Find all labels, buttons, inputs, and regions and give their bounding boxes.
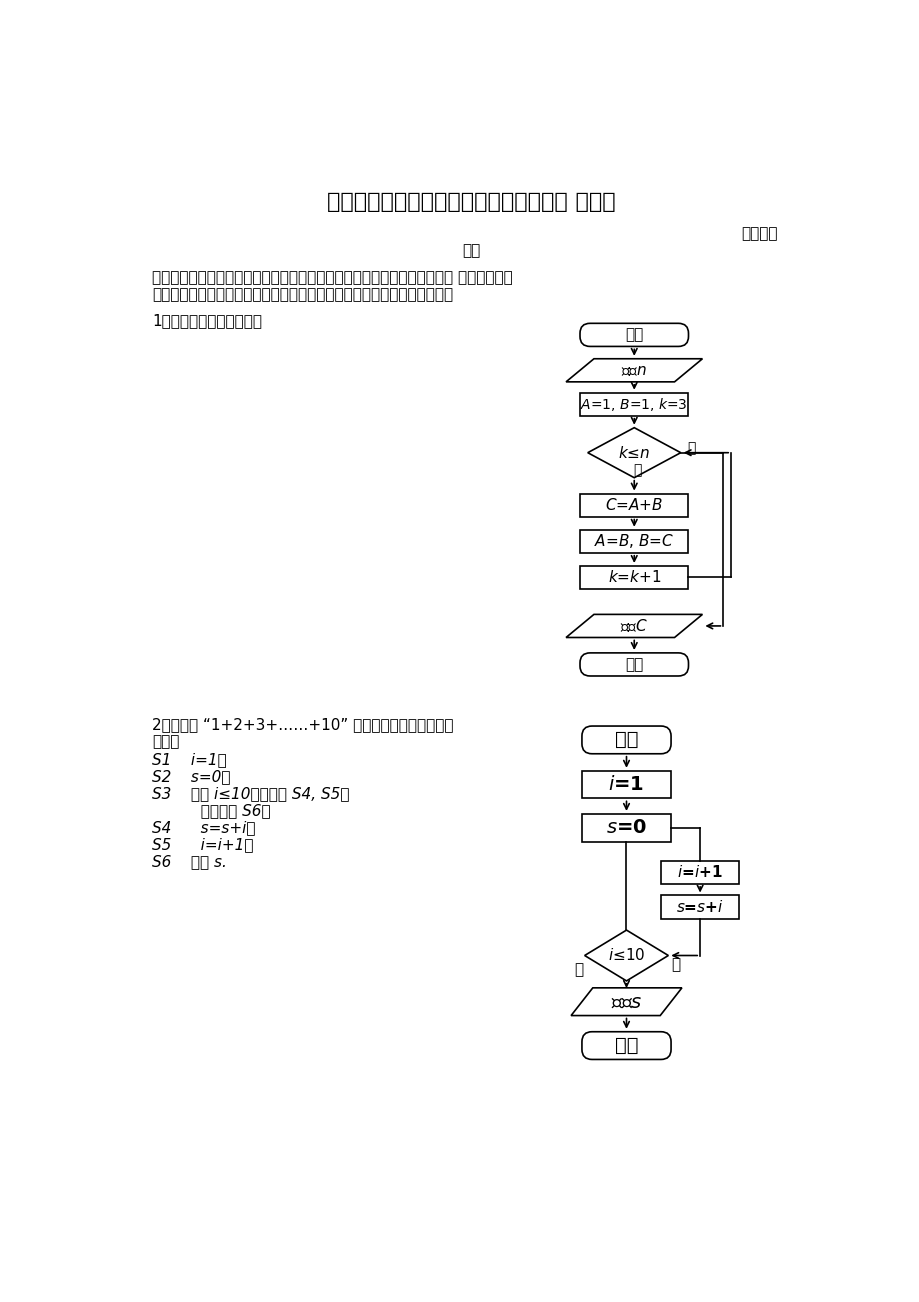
Text: S2    s=0；: S2 s=0；	[152, 769, 231, 784]
Text: 言描述具有循环结构的运算；如何把循环结构的数学描述转化为框图表示。: 言描述具有循环结构的运算；如何把循环结构的数学描述转化为框图表示。	[152, 288, 453, 302]
Text: S3    如果 i≤10，则执行 S4, S5，: S3 如果 i≤10，则执行 S4, S5，	[152, 786, 349, 801]
Text: 算法：: 算法：	[152, 734, 179, 749]
Text: 开始: 开始	[614, 730, 638, 750]
Polygon shape	[565, 615, 702, 638]
Bar	[579, 393, 687, 415]
Bar	[661, 861, 738, 884]
Polygon shape	[587, 427, 680, 478]
Text: $s$=0: $s$=0	[606, 818, 646, 837]
FancyBboxPatch shape	[579, 652, 687, 676]
Text: 输出$C$: 输出$C$	[619, 617, 648, 634]
Text: 否: 否	[686, 441, 695, 456]
Text: $A$=$B$, $B$=$C$: $A$=$B$, $B$=$C$	[594, 533, 674, 551]
Text: S1    i=1；: S1 i=1；	[152, 753, 227, 767]
Text: $A$=1, $B$=1, $k$=3: $A$=1, $B$=1, $k$=3	[580, 396, 687, 413]
Text: $k$≤$n$: $k$≤$n$	[618, 445, 650, 461]
Bar	[579, 493, 687, 517]
Text: 否则执行 S6；: 否则执行 S6；	[152, 803, 270, 818]
FancyBboxPatch shape	[582, 1031, 670, 1060]
Text: 输入$n$: 输入$n$	[620, 363, 647, 378]
Bar	[582, 814, 670, 841]
Text: S5      i=i+1；: S5 i=i+1；	[152, 837, 254, 852]
Text: S6    输出 s.: S6 输出 s.	[152, 854, 227, 868]
Text: 结束: 结束	[614, 1036, 638, 1055]
Text: $i$=1: $i$=1	[607, 775, 644, 794]
Text: 阅读课文，说明什么是算法的循环结构。体会什么样的运算用循环结构表示 如何用数学语: 阅读课文，说明什么是算法的循环结构。体会什么样的运算用循环结构表示 如何用数学语	[152, 271, 513, 285]
Polygon shape	[584, 930, 667, 980]
Polygon shape	[565, 359, 702, 381]
FancyBboxPatch shape	[579, 323, 687, 346]
FancyBboxPatch shape	[582, 727, 670, 754]
Bar	[661, 896, 738, 918]
Text: 输出$s$: 输出$s$	[610, 992, 641, 1012]
Text: 第二课时: 第二课时	[741, 225, 777, 241]
Text: S4      s=s+i，: S4 s=s+i，	[152, 820, 255, 835]
Text: 《算法的三种基本逻辑结构和框图表示》 导学案: 《算法的三种基本逻辑结构和框图表示》 导学案	[327, 193, 615, 212]
Polygon shape	[571, 988, 681, 1016]
Text: 杨刚: 杨刚	[462, 243, 480, 259]
Bar	[579, 530, 687, 553]
Text: $s$=$s$+$i$: $s$=$s$+$i$	[675, 898, 723, 915]
Text: 1、结合课文读程序框图：: 1、结合课文读程序框图：	[152, 314, 262, 328]
Text: $i$=$i$+1: $i$=$i$+1	[676, 865, 722, 880]
Text: 是: 是	[671, 957, 680, 973]
Bar	[582, 771, 670, 798]
Text: $i$≤10: $i$≤10	[607, 948, 644, 963]
Text: 否: 否	[573, 962, 583, 976]
Text: 是: 是	[632, 464, 641, 478]
Text: 结束: 结束	[624, 658, 642, 672]
Text: $k$=$k$+1: $k$=$k$+1	[607, 569, 660, 586]
Text: 2、读计算 “1+2+3+……+10” 的値的算法，及程序框图: 2、读计算 “1+2+3+……+10” 的値的算法，及程序框图	[152, 717, 453, 732]
Bar	[579, 566, 687, 589]
Text: 开始: 开始	[624, 327, 642, 342]
Text: $C$=$A$+$B$: $C$=$A$+$B$	[605, 497, 663, 513]
